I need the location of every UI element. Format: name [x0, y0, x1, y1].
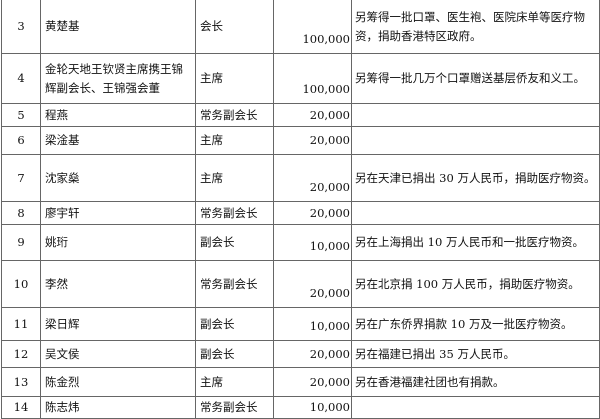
donation-amount: 20,000 — [273, 260, 352, 308]
table-row: 9 姚珩 副会长 10,000 另在上海捐出 10 万人民币和一批医疗物资。 — [1, 224, 600, 261]
donor-title: 常务副会长 — [195, 396, 274, 419]
table-row: 13 陈金烈 主席 20,000 另在香港福建社团也有捐款。 — [1, 367, 600, 397]
row-number: 11 — [1, 307, 41, 341]
row-number: 14 — [1, 396, 41, 419]
donor-title: 常务副会长 — [195, 260, 274, 308]
table-row: 3 黄楚基 会长 100,000 另筹得一批口罩、医生袍、医院床单等医疗物资，捐… — [1, 0, 600, 54]
donor-name: 吴文侯 — [40, 340, 196, 368]
donation-amount: 20,000 — [273, 340, 352, 368]
donation-amount: 20,000 — [273, 201, 352, 225]
table-row: 4 金轮天地王钦贤主席携王锦辉副会长、王锦强会董 主席 100,000 另筹得一… — [1, 53, 600, 104]
donation-note: 另筹得一批几万个口罩赠送基层侨友和义工。 — [351, 53, 600, 104]
donor-name: 梁淦基 — [40, 126, 196, 155]
table-row: 10 李然 常务副会长 20,000 另在北京捐 100 万人民币，捐助医疗物资… — [1, 260, 600, 308]
table-row: 12 吴文侯 副会长 20,000 另在福建已捐出 35 万人民币。 — [1, 340, 600, 368]
row-number: 13 — [1, 367, 41, 397]
donor-name: 沈家燊 — [40, 154, 196, 202]
row-number: 9 — [1, 224, 41, 261]
donor-title: 副会长 — [195, 307, 274, 341]
donation-amount: 100,000 — [273, 0, 352, 54]
donor-name: 金轮天地王钦贤主席携王锦辉副会长、王锦强会董 — [40, 53, 196, 104]
row-number: 12 — [1, 340, 41, 368]
donation-note: 另在福建已捐出 35 万人民币。 — [351, 340, 600, 368]
table-row: 11 梁日辉 副会长 10,000 另在广东侨界捐款 10 万及一批医疗物资。 — [1, 307, 600, 341]
donor-title: 主席 — [195, 154, 274, 202]
donor-title: 会长 — [195, 0, 274, 54]
donation-note — [351, 396, 600, 419]
donor-name: 廖宇轩 — [40, 201, 196, 225]
table-row: 7 沈家燊 主席 20,000 另在天津已捐出 30 万人民币，捐助医疗物资。 — [1, 154, 600, 202]
donation-note: 另在上海捐出 10 万人民币和一批医疗物资。 — [351, 224, 600, 261]
row-number: 7 — [1, 154, 41, 202]
donor-title: 主席 — [195, 367, 274, 397]
donor-name: 李然 — [40, 260, 196, 308]
donor-title: 常务副会长 — [195, 103, 274, 127]
row-number: 10 — [1, 260, 41, 308]
donation-note: 另筹得一批口罩、医生袍、医院床单等医疗物资，捐助香港特区政府。 — [351, 0, 600, 54]
table-row: 6 梁淦基 主席 20,000 — [1, 126, 600, 155]
donor-title: 副会长 — [195, 224, 274, 261]
table-row: 5 程燕 常务副会长 20,000 — [1, 103, 600, 127]
donation-note — [351, 103, 600, 127]
row-number: 3 — [1, 0, 41, 54]
donor-title: 常务副会长 — [195, 201, 274, 225]
donor-title: 副会长 — [195, 340, 274, 368]
donation-note: 另在天津已捐出 30 万人民币，捐助医疗物资。 — [351, 154, 600, 202]
donor-name: 陈志炜 — [40, 396, 196, 419]
donation-amount: 20,000 — [273, 154, 352, 202]
row-number: 8 — [1, 201, 41, 225]
table-row: 14 陈志炜 常务副会长 10,000 — [1, 396, 600, 419]
donation-amount: 10,000 — [273, 396, 352, 419]
donation-note: 另在香港福建社团也有捐款。 — [351, 367, 600, 397]
row-number: 6 — [1, 126, 41, 155]
donation-amount: 20,000 — [273, 367, 352, 397]
donor-title: 主席 — [195, 53, 274, 104]
donation-note: 另在北京捐 100 万人民币，捐助医疗物资。 — [351, 260, 600, 308]
row-number: 5 — [1, 103, 41, 127]
donor-title: 主席 — [195, 126, 274, 155]
donation-note — [351, 201, 600, 225]
donation-note: 另在广东侨界捐款 10 万及一批医疗物资。 — [351, 307, 600, 341]
donation-amount: 10,000 — [273, 307, 352, 341]
donor-name: 黄楚基 — [40, 0, 196, 54]
donation-note — [351, 126, 600, 155]
donation-amount: 20,000 — [273, 103, 352, 127]
donor-name: 陈金烈 — [40, 367, 196, 397]
table-row: 8 廖宇轩 常务副会长 20,000 — [1, 201, 600, 225]
donor-name: 姚珩 — [40, 224, 196, 261]
donor-name: 梁日辉 — [40, 307, 196, 341]
donation-amount: 10,000 — [273, 224, 352, 261]
donation-amount: 20,000 — [273, 126, 352, 155]
donation-amount: 100,000 — [273, 53, 352, 104]
donor-name: 程燕 — [40, 103, 196, 127]
row-number: 4 — [1, 53, 41, 104]
